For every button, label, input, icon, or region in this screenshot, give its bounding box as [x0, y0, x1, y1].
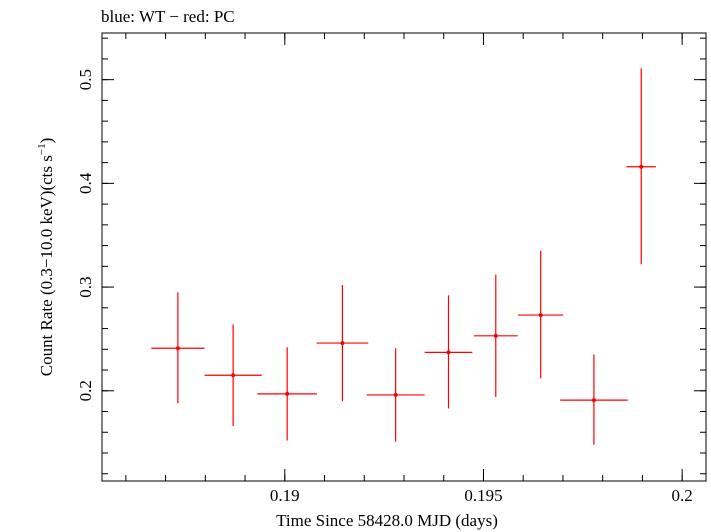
y-tick-label: 0.5: [76, 69, 95, 90]
data-point-marker: [175, 346, 180, 351]
data-point: [151, 292, 205, 404]
data-point-marker: [493, 333, 498, 338]
data-point: [316, 285, 369, 402]
y-axis-label-end: ): [37, 138, 56, 144]
y-axis-label-main: Count Rate (0.3−10.0 keV)(cts s: [37, 155, 56, 376]
data-point: [257, 347, 317, 441]
data-point-marker: [446, 350, 451, 355]
x-tick-label: 0.19: [270, 486, 300, 505]
y-tick-label: 0.2: [76, 380, 95, 401]
plot-frame: [101, 32, 707, 482]
axis-tick-labels: 0.19 0.195 0.2 0.2 0.3 0.4 0.5: [76, 69, 693, 505]
data-point: [626, 68, 656, 265]
y-axis-label-sup: −1: [36, 143, 48, 155]
data-point: [424, 295, 473, 409]
data-points: [151, 68, 656, 445]
axis-ticks: [102, 33, 706, 481]
data-point-marker: [393, 392, 398, 397]
data-point: [518, 250, 564, 379]
data-point-marker: [591, 398, 596, 403]
x-tick-label: 0.195: [464, 486, 502, 505]
x-axis-label: Time Since 58428.0 MJD (days): [276, 511, 498, 530]
y-axis-label: Count Rate (0.3−10.0 keV)(cts s−1): [36, 138, 56, 377]
data-point: [204, 324, 262, 427]
chart-title: blue: WT − red: PC: [101, 7, 235, 26]
data-point-marker: [285, 391, 290, 396]
y-tick-label: 0.4: [76, 172, 95, 194]
data-point-marker: [538, 313, 543, 318]
data-point: [473, 274, 518, 397]
data-point-marker: [231, 373, 236, 378]
data-point-marker: [639, 164, 644, 169]
x-tick-label: 0.2: [672, 486, 693, 505]
data-point: [560, 354, 628, 445]
y-tick-label: 0.3: [76, 276, 95, 297]
data-point-marker: [340, 341, 345, 346]
data-point: [366, 348, 425, 442]
